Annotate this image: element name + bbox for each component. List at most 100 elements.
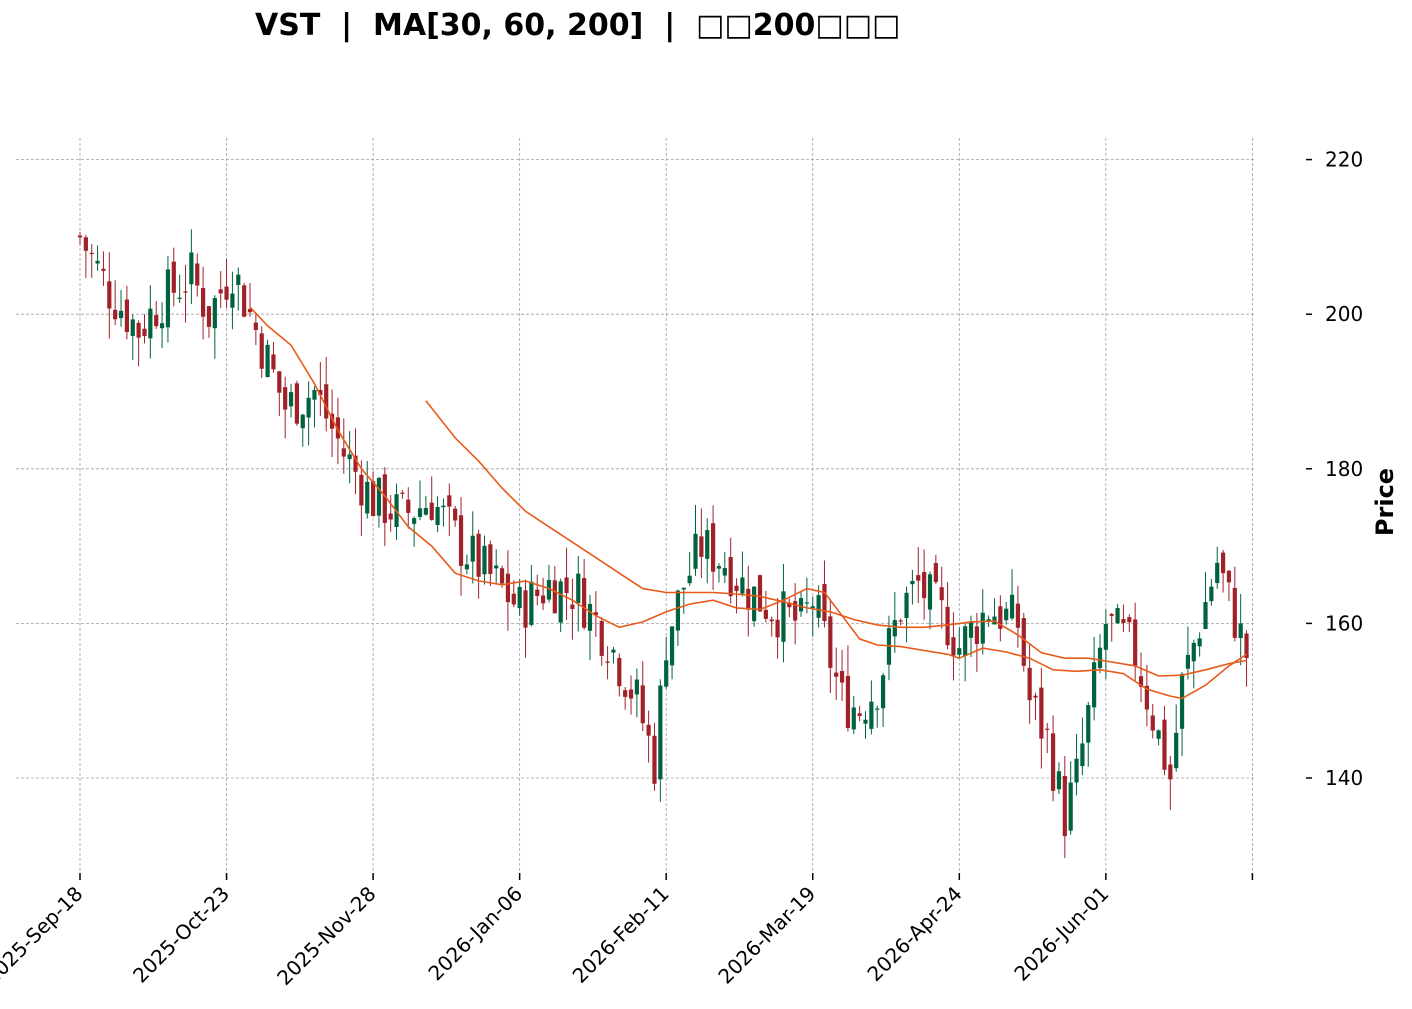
candle-body [693, 533, 698, 569]
candle [318, 361, 323, 417]
candle-body [142, 328, 147, 337]
candle-body [1127, 617, 1132, 623]
candle-body [1074, 758, 1079, 783]
candle [752, 586, 757, 627]
candle-body [400, 492, 405, 494]
candle [916, 547, 921, 603]
candle [775, 597, 780, 659]
candle-body [382, 474, 387, 524]
candle [242, 282, 247, 318]
candle-body [922, 571, 927, 599]
candle-body [1174, 732, 1179, 769]
candle [177, 274, 182, 303]
candle-body [1097, 647, 1103, 668]
candle [781, 564, 786, 663]
candle-body [1033, 695, 1038, 698]
candle [1179, 671, 1185, 757]
candle [494, 549, 499, 585]
candle [1092, 636, 1097, 721]
candle-body [1138, 676, 1144, 687]
candle-body [1004, 608, 1009, 621]
candle [259, 326, 264, 378]
candle-body [171, 261, 176, 293]
x-tick-label: 2026-Mar-19 [713, 882, 820, 989]
candle [189, 229, 194, 305]
y-tick-label: 180 [1325, 457, 1363, 481]
candle-body [875, 708, 880, 710]
candle-body [435, 507, 440, 526]
candle [669, 626, 675, 680]
candle-body [212, 297, 217, 329]
candle-body [640, 685, 645, 724]
candle-body [417, 508, 423, 517]
candle-body [617, 657, 622, 687]
candle [283, 376, 288, 439]
candle-body [804, 602, 809, 604]
candle [1185, 626, 1191, 680]
candle-body [752, 586, 757, 622]
candle-body [482, 545, 487, 575]
candle [1045, 722, 1050, 754]
candle [816, 585, 821, 628]
candle-body [511, 593, 516, 605]
candle-body [1185, 654, 1191, 669]
candle [558, 578, 563, 633]
candle-body [494, 565, 499, 569]
candle-body [224, 286, 229, 300]
candle-body [218, 289, 223, 294]
candle [218, 271, 223, 308]
candle [294, 380, 299, 426]
candle-body [136, 322, 141, 338]
candle [118, 290, 124, 327]
candle [927, 571, 933, 630]
candle-body [746, 588, 751, 610]
candle [939, 566, 944, 629]
candle-body [1238, 623, 1243, 639]
candle-body [957, 648, 962, 655]
candle-body [253, 322, 258, 330]
candle-body [775, 619, 780, 638]
candle-body [429, 502, 434, 520]
candle [634, 668, 639, 718]
candle [253, 313, 258, 346]
candle-body [306, 397, 311, 418]
candle [880, 672, 886, 727]
candle-body [710, 523, 716, 572]
candle-body [945, 606, 950, 646]
candle [124, 285, 129, 340]
candle-body [177, 297, 182, 299]
candle [740, 551, 745, 597]
candle [458, 497, 464, 596]
candle-body [1056, 771, 1062, 790]
candle-body [540, 595, 546, 604]
candle [1209, 578, 1214, 606]
candle-body [1215, 562, 1220, 584]
candle-body [283, 387, 288, 410]
candle [1004, 601, 1009, 625]
candle [429, 476, 434, 521]
candle [365, 460, 370, 519]
candle-body [599, 621, 604, 656]
candle-body [916, 575, 921, 581]
candle [388, 495, 393, 532]
candle-body [265, 344, 270, 378]
candle [605, 646, 610, 680]
candle [828, 599, 833, 694]
candle [687, 552, 692, 586]
candle [1168, 756, 1173, 810]
candle [1068, 761, 1073, 835]
candle-body [83, 237, 88, 251]
candle [628, 675, 634, 715]
candle [728, 537, 733, 604]
candle [863, 711, 868, 739]
candle-body [1232, 587, 1237, 638]
candle [441, 498, 446, 527]
candle-body [787, 602, 792, 608]
candle [347, 431, 352, 484]
candle [1226, 569, 1232, 602]
candle [113, 280, 118, 326]
candle-body [1244, 633, 1249, 659]
candle-body [499, 568, 505, 584]
candle-body [605, 661, 610, 663]
x-tick-label: 2026-Jun-01 [1009, 882, 1113, 986]
